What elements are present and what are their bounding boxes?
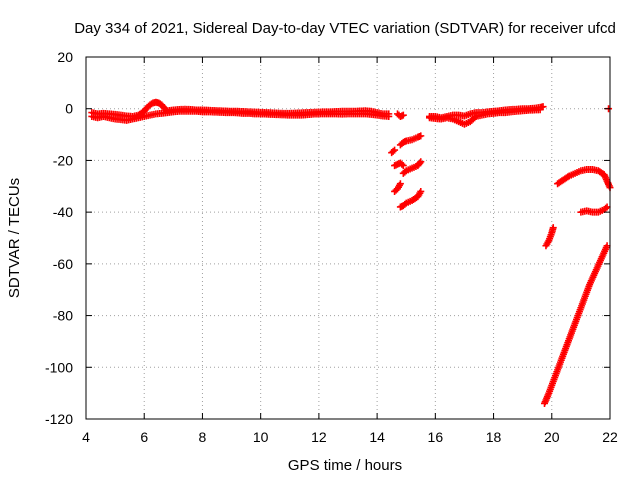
data-point	[602, 204, 610, 212]
series-arc-late-a	[542, 224, 557, 250]
series-arc-late-b	[554, 165, 614, 192]
data-point	[399, 162, 407, 170]
series-arc-dip-5	[391, 180, 404, 195]
y-tick-label: 0	[65, 101, 73, 117]
x-tick-label: 6	[140, 429, 148, 445]
plot-frame	[85, 56, 611, 420]
series-arc-dip-3	[391, 159, 407, 170]
data-point	[398, 160, 406, 168]
x-tick-label: 20	[544, 429, 560, 445]
x-tick-label: 12	[311, 429, 327, 445]
data-point	[603, 203, 611, 211]
x-tick-label: 18	[486, 429, 502, 445]
data-point	[396, 180, 404, 188]
data-points	[88, 98, 614, 407]
y-tick-label: -120	[45, 411, 73, 427]
y-tick-label: -60	[53, 256, 73, 272]
data-point	[549, 224, 557, 232]
y-tick-label: -20	[53, 152, 73, 168]
series-arc-dip-4	[399, 158, 425, 177]
data-point	[603, 242, 611, 250]
data-point	[539, 103, 547, 111]
axis-ticks: 4 6 8 10 12 14 16 18 20 22 20 0 -20 -40 -60 -80 -100 -120	[45, 49, 618, 445]
x-tick-label: 4	[82, 429, 90, 445]
series-arc-late-c	[577, 203, 611, 216]
data-point	[417, 187, 425, 195]
y-tick-label: -100	[45, 359, 73, 375]
x-tick-label: 22	[602, 429, 618, 445]
x-tick-label: 10	[253, 429, 269, 445]
y-axis-label: SDTVAR / TECUs	[6, 178, 23, 298]
x-tick-label: 16	[428, 429, 444, 445]
data-point	[389, 147, 397, 155]
series-arc-late-d	[541, 242, 611, 407]
y-tick-label: -80	[53, 308, 73, 324]
data-point	[416, 159, 424, 167]
chart-title: Day 334 of 2021, Sidereal Day-to-day VTE…	[74, 20, 616, 37]
series-arc-dip-6	[396, 187, 425, 211]
data-point	[391, 146, 399, 154]
x-tick-label: 14	[369, 429, 385, 445]
data-point	[385, 110, 393, 118]
data-point	[399, 111, 407, 119]
x-axis-label: GPS time / hours	[288, 457, 402, 474]
series-arc-main-b	[88, 98, 393, 120]
data-point	[417, 132, 425, 140]
y-tick-label: 20	[57, 49, 73, 65]
x-tick-label: 8	[199, 429, 207, 445]
data-point	[417, 158, 425, 166]
series-arc-dip-1	[388, 146, 399, 157]
series-arc-dip-2	[396, 132, 425, 149]
series-arc-main-c	[393, 110, 407, 120]
series-arc-mid-b	[426, 103, 547, 122]
y-tick-label: -40	[53, 204, 73, 220]
